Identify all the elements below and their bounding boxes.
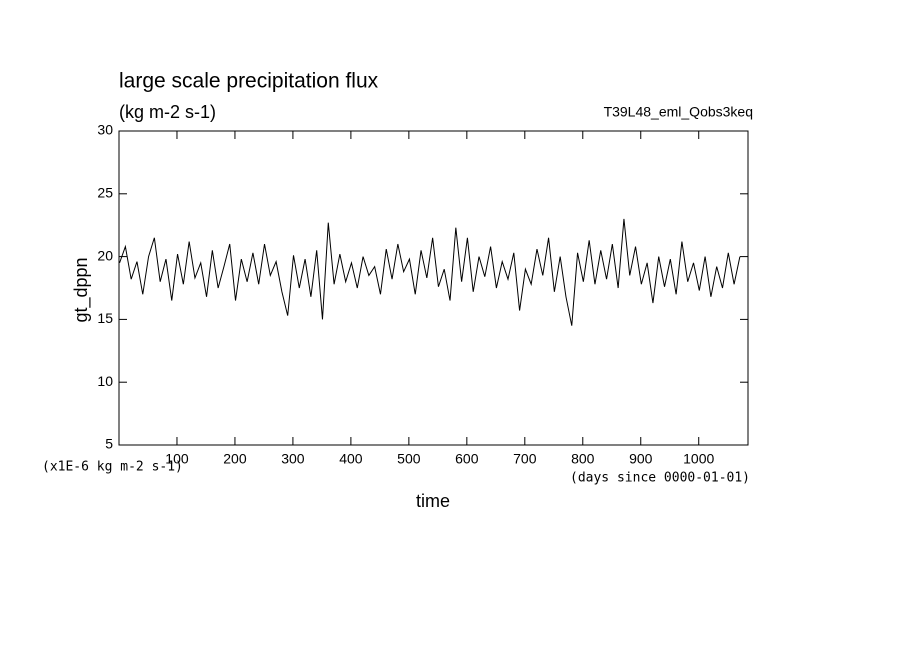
x-tick-label: 1000 [683, 451, 714, 467]
x-tick-label: 900 [629, 451, 653, 467]
y-tick-label: 20 [97, 247, 113, 263]
x-tick-label: 600 [455, 451, 479, 467]
y-tick-label: 10 [97, 373, 113, 389]
y-tick-label: 25 [97, 185, 113, 201]
y-axis-label: gt_dppn [71, 257, 92, 322]
x-tick-label: 400 [339, 451, 363, 467]
chart-title: large scale precipitation flux [119, 70, 379, 93]
x-axis-label: time [416, 491, 450, 511]
x-tick-label: 100 [165, 451, 189, 467]
plot-frame [118, 130, 749, 446]
y-tick-label: 15 [97, 310, 113, 326]
y-tick-label: 30 [97, 122, 113, 138]
annotation: T39L48_eml_Qobs3keq [604, 104, 753, 120]
x-tick-label: 500 [397, 451, 421, 467]
x-tick-label: 700 [513, 451, 537, 467]
x-unit: (days since 0000-01-01) [570, 471, 750, 486]
y-tick-label: 5 [105, 436, 113, 452]
x-tick-label: 300 [281, 451, 305, 467]
x-tick-label: 800 [571, 451, 595, 467]
x-tick-label: 200 [223, 451, 247, 467]
data-line [119, 218, 741, 326]
y-unit: (x1E-6 kg m-2 s-1) [42, 460, 183, 475]
chart-subtitle: (kg m-2 s-1) [119, 102, 216, 122]
